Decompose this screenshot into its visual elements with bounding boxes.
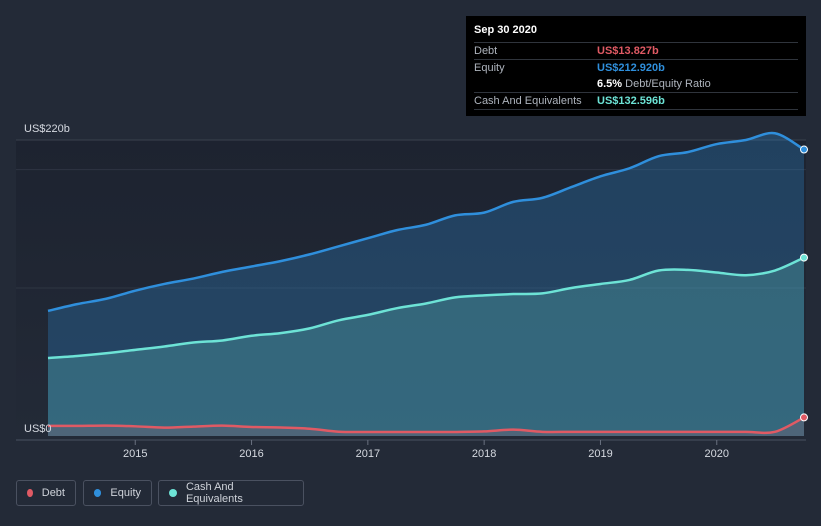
tooltip-value: 6.5% Debt/Equity Ratio [597, 76, 711, 92]
series-end-markers [800, 145, 808, 422]
debt-end-marker [800, 413, 808, 422]
legend-item-cash[interactable]: Cash And Equivalents [158, 480, 304, 506]
cash-legend-dot-icon [169, 489, 177, 497]
equity-line [47, 131, 805, 313]
legend-label: Debt [41, 487, 65, 499]
tooltip-value: US$132.596b [597, 95, 665, 107]
x-tick-label: 2017 [356, 448, 380, 460]
tooltip-value: US$13.827b [597, 45, 659, 57]
x-tick-label: 2015 [123, 448, 147, 460]
y-axis-top-label: US$220b [24, 123, 70, 135]
data-tooltip: Sep 30 2020 Debt US$13.827b Equity US$21… [466, 16, 806, 116]
cash-and-equivalents-end-marker [800, 253, 808, 262]
tooltip-date: Sep 30 2020 [474, 24, 537, 36]
legend-item-debt[interactable]: Debt [16, 480, 76, 506]
equity-end-marker [800, 145, 808, 154]
legend-label: Equity [110, 487, 141, 499]
series-lines [47, 131, 805, 435]
cash-and-equivalents-area [48, 257, 804, 436]
tooltip-row-cash: Cash And Equivalents US$132.596b [474, 92, 798, 110]
ratio-label: Debt/Equity Ratio [625, 78, 711, 90]
plot-background [16, 140, 806, 440]
legend-label: Cash And Equivalents [185, 481, 243, 505]
tooltip-row-ratio: 6.5% Debt/Equity Ratio [474, 76, 798, 92]
x-tick-label: 2018 [472, 448, 496, 460]
debt-legend-dot-icon [27, 489, 33, 497]
series-areas [48, 133, 804, 436]
tooltip-value: US$212.920b [597, 62, 665, 74]
tooltip-key [474, 76, 597, 92]
equity-area [48, 133, 804, 436]
debt-line [47, 416, 805, 435]
tooltip-row-debt: Debt US$13.827b [474, 42, 798, 59]
x-tick-label: 2016 [239, 448, 263, 460]
tooltip-key: Equity [474, 62, 505, 74]
equity-legend-dot-icon [94, 489, 102, 497]
x-axis-ticks: 2015 2016 2017 2018 2019 2020 [123, 440, 729, 460]
cash-and-equivalents-line [47, 256, 805, 360]
tooltip-row-equity: Equity US$212.920b [474, 59, 798, 76]
x-tick-label: 2020 [705, 448, 729, 460]
legend-item-equity[interactable]: Equity [83, 480, 152, 506]
tooltip-key: Debt [474, 45, 498, 57]
y-axis-bottom-label: US$0 [24, 423, 52, 435]
tooltip-key: Cash And Equivalents [474, 95, 582, 107]
debt-area [48, 417, 804, 436]
x-tick-label: 2019 [588, 448, 612, 460]
ratio-value: 6.5% [597, 78, 623, 90]
